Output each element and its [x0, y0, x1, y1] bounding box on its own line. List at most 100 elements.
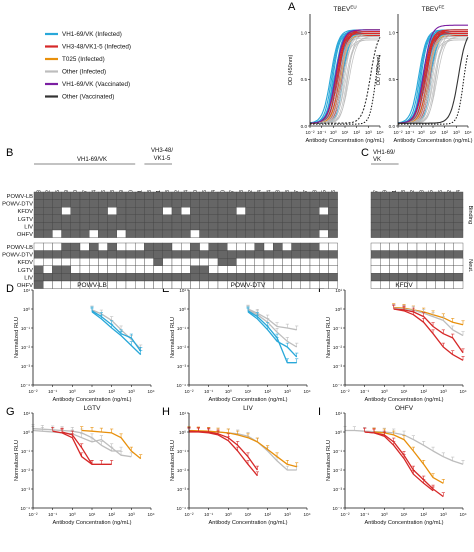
- heatmap-cell: [398, 199, 409, 208]
- heatmap-cell: [245, 250, 256, 259]
- heatmap-cell: [236, 258, 246, 267]
- heatmap-cell: [199, 214, 210, 223]
- heatmap-cell: [52, 242, 62, 251]
- heatmap-cell: [453, 273, 464, 282]
- heatmap-cell: [88, 191, 99, 200]
- heatmap-cell: [144, 206, 154, 215]
- y-axis-label: Normalized RLU: [170, 317, 176, 358]
- heatmap-cell: [254, 222, 265, 231]
- heatmap-cell: [226, 250, 237, 259]
- heatmap-cell: [370, 250, 381, 259]
- heatmap-cell: [116, 265, 127, 274]
- heatmap-cell: [319, 273, 329, 282]
- panel-letter-c: C: [361, 147, 369, 159]
- heatmap-group-label: VK1-5: [154, 156, 171, 162]
- heatmap-cell: [33, 222, 44, 231]
- series-curve-dark: [398, 36, 469, 124]
- x-tick-label: 10⁻²: [184, 389, 194, 394]
- x-tick-label: 10⁻²: [184, 512, 194, 517]
- heatmap-cell: [116, 214, 127, 223]
- heatmap-cell: [370, 265, 381, 274]
- heatmap-cell: [98, 229, 108, 238]
- y-tick-label: 10⁰: [179, 430, 186, 435]
- heatmap-cell: [116, 222, 127, 231]
- heatmap-cell: [416, 250, 427, 259]
- x-tick-label: 10¹: [89, 389, 96, 394]
- heatmap-cell: [52, 229, 62, 238]
- heatmap-cell: [144, 242, 154, 251]
- heatmap-cell: [125, 250, 136, 259]
- y-tick-label: 10⁰: [335, 430, 342, 435]
- heatmap-cell: [407, 214, 418, 223]
- heatmap-cell: [389, 250, 399, 259]
- heatmap-cell: [254, 214, 265, 223]
- heatmap-cell: [273, 214, 283, 223]
- y-tick-label: 10⁻²: [177, 345, 187, 350]
- heatmap-cell: [107, 191, 117, 200]
- heatmap-cell: [33, 206, 44, 215]
- heatmap-cell: [61, 206, 71, 215]
- heatmap-cell: [370, 273, 381, 282]
- heatmap-cell: [416, 191, 427, 200]
- heatmap-cell: [245, 191, 256, 200]
- series-line-gray: [247, 309, 298, 348]
- panel-letter-h: H: [162, 406, 170, 418]
- series-line-gray: [393, 307, 464, 337]
- heatmap-cell: [199, 265, 210, 274]
- heatmap-cell: [416, 242, 427, 251]
- heatmap-cell: [435, 222, 445, 231]
- heatmap-cell: [134, 250, 145, 259]
- heatmap-cell: [319, 199, 329, 208]
- heatmap-cell: [453, 199, 464, 208]
- heatmap-cell: [43, 265, 53, 274]
- heatmap-cell: [180, 206, 191, 215]
- heatmap-cell: [125, 265, 136, 274]
- heatmap-cell: [180, 199, 191, 208]
- y-tick-label: 0.0: [389, 124, 396, 129]
- y-tick-label: 10⁰: [23, 307, 30, 312]
- series-line-red: [189, 431, 258, 477]
- heatmap-cell: [144, 280, 154, 289]
- legend-label: VH1-69/VK (Vaccinated): [62, 81, 130, 88]
- heatmap-cell: [180, 222, 191, 231]
- heatmap-cell: [319, 280, 329, 289]
- heatmap-cell: [70, 242, 81, 251]
- heatmap-cell: [171, 214, 182, 223]
- heatmap-cell: [79, 199, 90, 208]
- heatmap-cell: [134, 242, 145, 251]
- heatmap-cell: [236, 229, 246, 238]
- heatmap-cell: [254, 242, 265, 251]
- heatmap-cell: [435, 280, 445, 289]
- heatmap-cell: [52, 199, 62, 208]
- heatmap-cell: [370, 191, 381, 200]
- heatmap-cell: [180, 258, 191, 267]
- heatmap-cell: [370, 258, 381, 267]
- heatmap-row-label: LGTV: [18, 217, 33, 223]
- heatmap-cell: [328, 242, 338, 251]
- heatmap-cell: [88, 229, 99, 238]
- heatmap-cell: [282, 199, 292, 208]
- heatmap-cell: [79, 222, 90, 231]
- heatmap-cell: [328, 273, 338, 282]
- heatmap-cell: [273, 222, 283, 231]
- heatmap-cell: [43, 229, 53, 238]
- y-tick-label: 10⁻¹: [333, 449, 343, 454]
- y-tick-label: 10⁻³: [177, 487, 187, 492]
- heatmap-cell: [116, 229, 127, 238]
- chart-tbev-fe: TBEVFE 10⁻² 10⁻¹ 10⁰ 10¹ 10² 10³ 10⁴ 0.0 0.5 1.0 An…: [376, 5, 473, 145]
- heatmap-cell: [134, 222, 145, 231]
- heatmap-cell: [444, 273, 455, 282]
- heatmap-cell: [319, 242, 329, 251]
- heatmap-cell: [370, 280, 381, 289]
- chart-title: POWV-DTV: [231, 282, 266, 289]
- heatmap-cell: [52, 222, 62, 231]
- heatmap-cell: [263, 191, 274, 200]
- heatmap-cell: [107, 250, 117, 259]
- heatmap-cell: [291, 206, 302, 215]
- heatmap-cell: [319, 258, 329, 267]
- heatmap-cell: [43, 222, 53, 231]
- x-tick-label: 10⁻¹: [405, 130, 415, 135]
- heatmap-cell: [263, 258, 274, 267]
- heatmap-cell: [190, 280, 200, 289]
- heatmap-cell: [79, 229, 90, 238]
